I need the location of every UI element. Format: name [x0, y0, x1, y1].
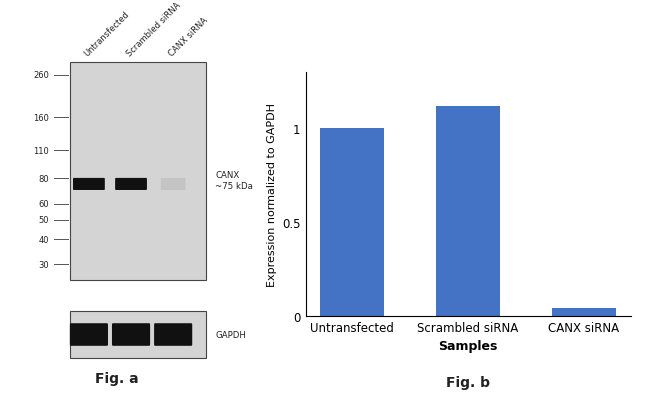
FancyBboxPatch shape — [70, 62, 206, 280]
FancyBboxPatch shape — [70, 324, 108, 346]
FancyBboxPatch shape — [73, 179, 105, 190]
Bar — [436, 107, 500, 316]
Text: Fig. b: Fig. b — [446, 375, 490, 389]
Text: Untransfected: Untransfected — [83, 10, 131, 59]
Text: Scrambled siRNA: Scrambled siRNA — [125, 1, 182, 59]
Text: Fig. a: Fig. a — [95, 371, 139, 385]
Text: 30: 30 — [38, 260, 49, 269]
Text: 60: 60 — [38, 200, 49, 209]
X-axis label: Samples: Samples — [438, 339, 498, 352]
FancyBboxPatch shape — [154, 324, 192, 346]
Text: 160: 160 — [33, 114, 49, 123]
Text: 40: 40 — [38, 235, 49, 244]
Text: 260: 260 — [33, 71, 49, 80]
Text: 110: 110 — [33, 147, 49, 156]
FancyBboxPatch shape — [112, 324, 150, 346]
FancyBboxPatch shape — [70, 311, 206, 358]
FancyBboxPatch shape — [161, 179, 185, 190]
Text: CANX
~75 kDa: CANX ~75 kDa — [215, 171, 253, 190]
Y-axis label: Expression normalized to GAPDH: Expression normalized to GAPDH — [266, 102, 277, 286]
Text: CANX siRNA: CANX siRNA — [167, 16, 209, 59]
FancyBboxPatch shape — [115, 179, 147, 190]
Text: 50: 50 — [38, 215, 49, 224]
Bar — [552, 309, 616, 316]
Text: GAPDH: GAPDH — [215, 330, 246, 339]
Bar — [320, 129, 384, 316]
Text: 80: 80 — [38, 174, 49, 183]
